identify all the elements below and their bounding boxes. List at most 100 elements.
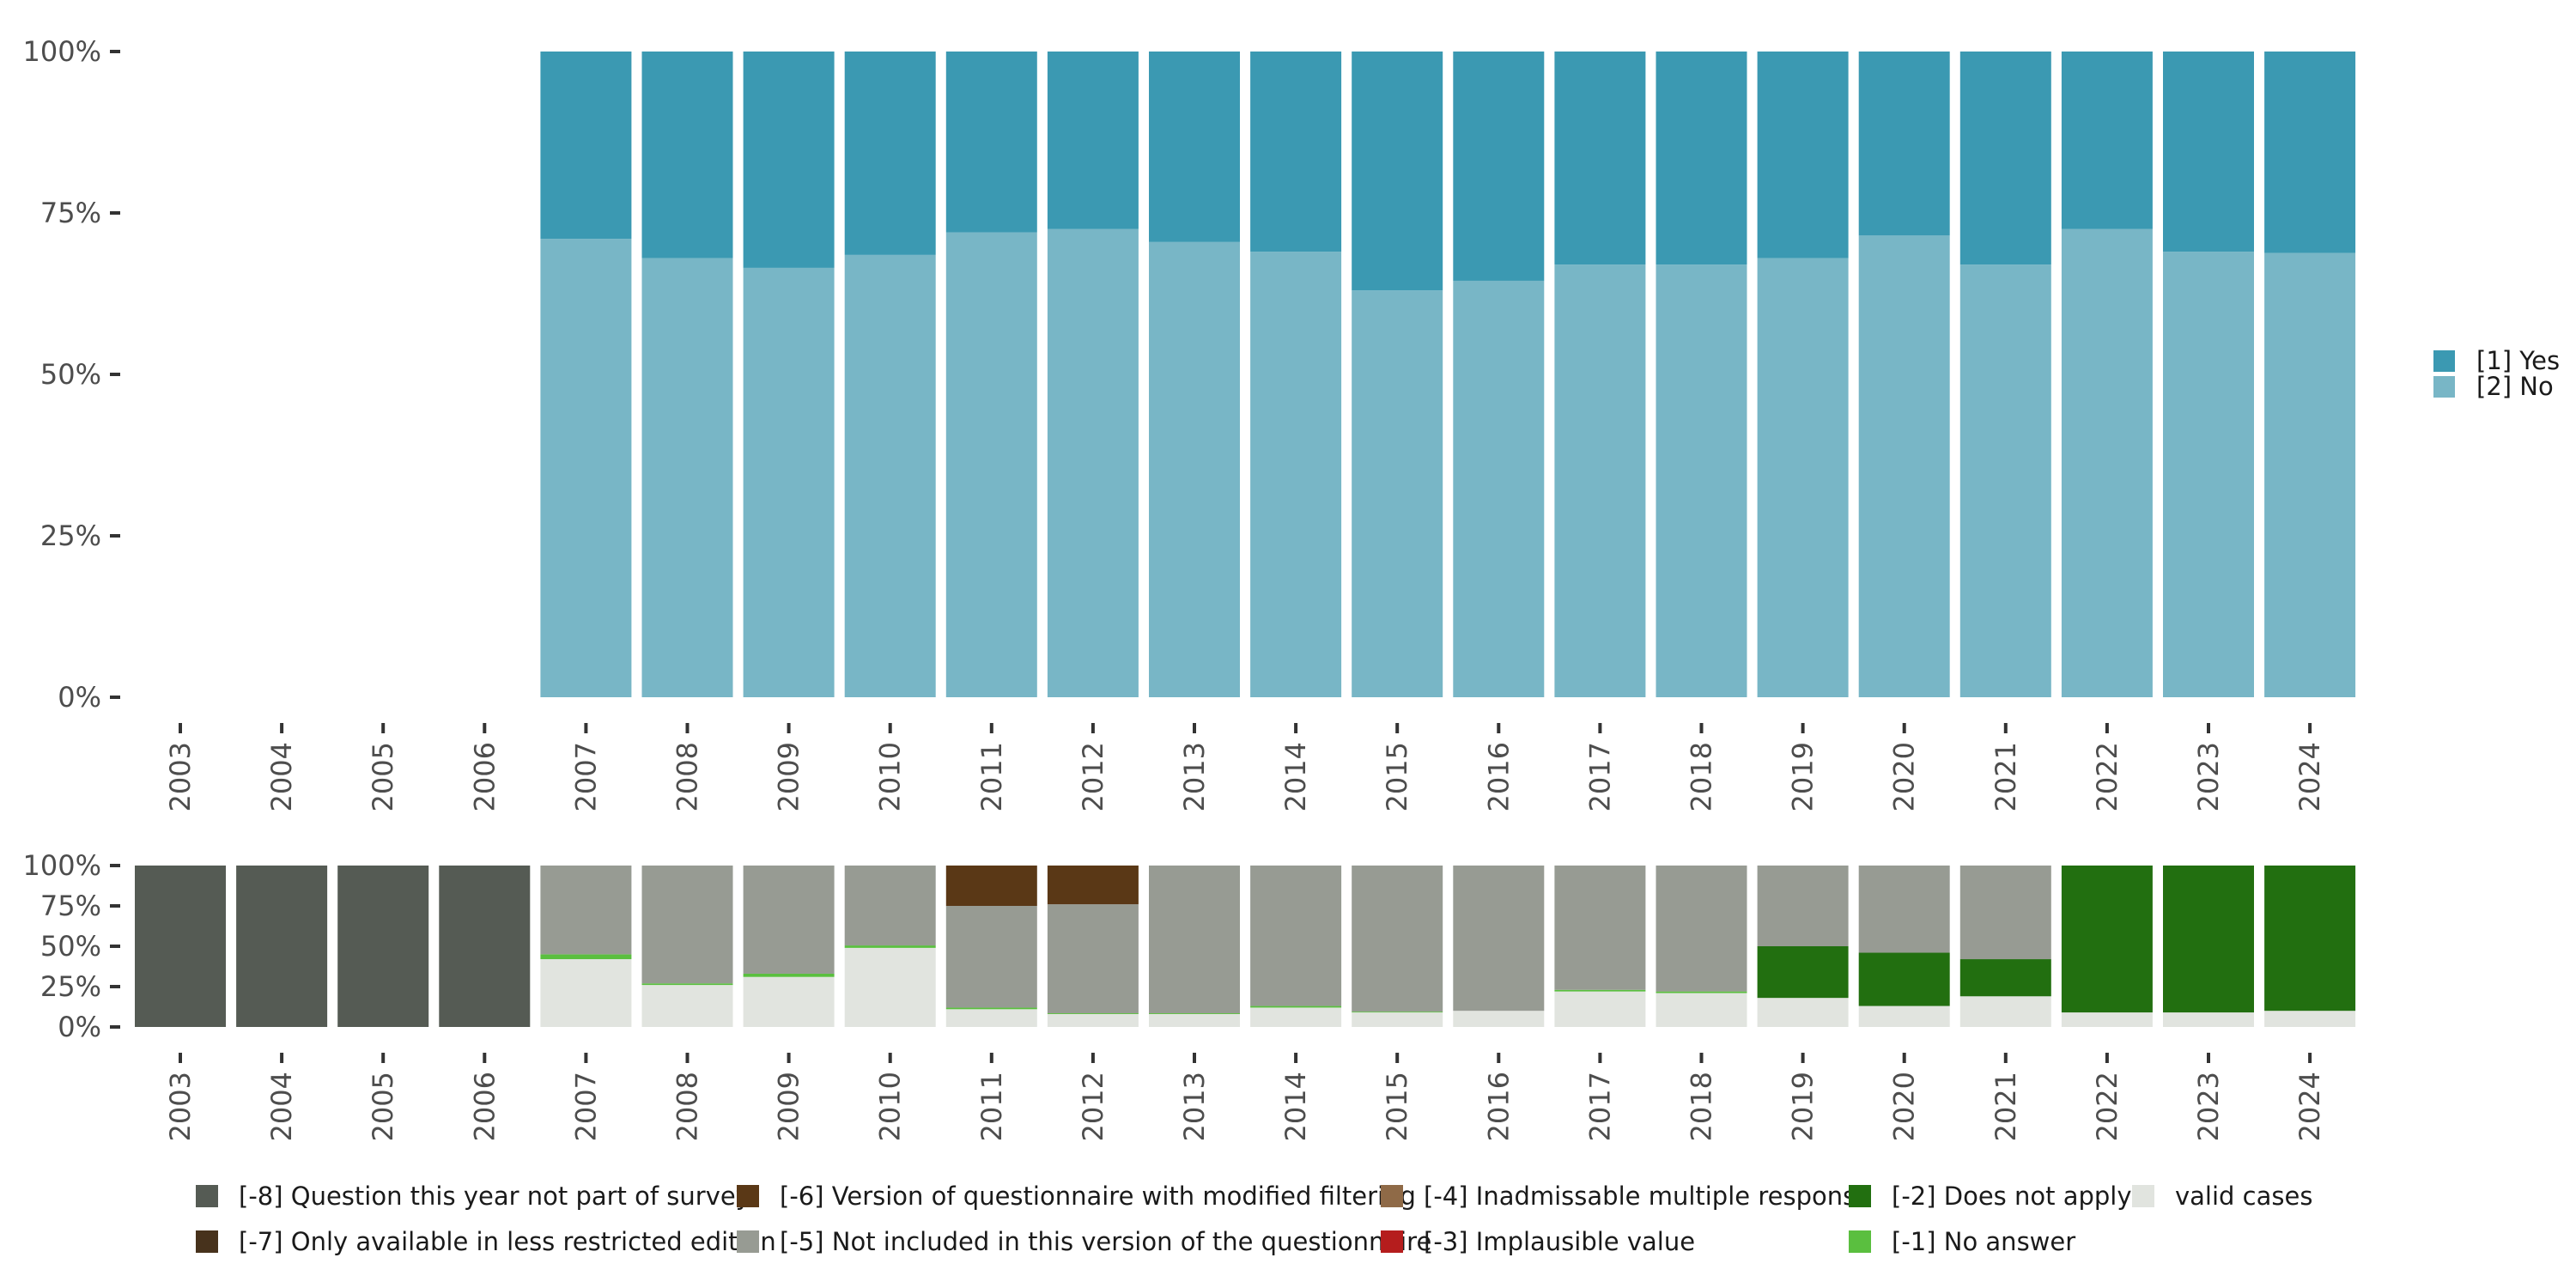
legend-swatch-4-inadmissable-multiple-response [1381, 1185, 1403, 1207]
top-x-tick-label: 2019 [1787, 742, 1820, 811]
top-x-tick-label: 2018 [1686, 742, 1718, 811]
legend-label-1-yes: [1] Yes [2476, 346, 2560, 375]
bottom-legend: [-8] Question this year not part of surv… [196, 1182, 2312, 1256]
bottom-x-tick-label: 2012 [1077, 1072, 1109, 1141]
bottom-bar-2010-1-no-answer [844, 945, 936, 948]
legend-swatch-2-does-not-apply [1849, 1185, 1871, 1207]
top-x-tick-label: 2016 [1482, 742, 1515, 811]
top-bar-2009-1-yes [743, 52, 835, 268]
bottom-bar-2013-5-not-included-in-this-version-of-the-questionnaire [1149, 866, 1240, 1014]
bottom-bar-2021-5-not-included-in-this-version-of-the-questionnaire [1959, 866, 2051, 960]
legend-label-3-implausible-value: [-3] Implausible value [1424, 1227, 1695, 1256]
top-bar-2020-2-no [1858, 235, 1950, 697]
bottom-bar-2013-1-no-answer [1149, 1013, 1240, 1014]
bottom-y-tick-label: 50% [40, 930, 101, 963]
top-x-tick-label: 2010 [874, 742, 907, 811]
bottom-y-tick-label: 25% [40, 970, 101, 1003]
bottom-bar-2019-2-does-not-apply [1757, 946, 1849, 999]
legend-swatch-valid-cases [2132, 1185, 2154, 1207]
top-y-tick-label: 25% [40, 519, 101, 552]
bottom-x-tick-label: 2008 [671, 1072, 704, 1141]
bottom-x-tick-label: 2014 [1279, 1072, 1312, 1141]
top-x-tick-label: 2006 [468, 742, 501, 811]
bottom-bar-2018-valid-cases [1656, 993, 1747, 1027]
top-y-tick-label: 0% [58, 681, 101, 714]
top-x-tick-label: 2008 [671, 742, 704, 811]
top-bar-2011-1-yes [945, 52, 1037, 233]
top-bar-2022-1-yes [2061, 52, 2153, 229]
bottom-bar-2008-5-not-included-in-this-version-of-the-questionnaire [641, 866, 733, 984]
legend-label-valid-cases: valid cases [2175, 1182, 2312, 1211]
top-bar-2008-1-yes [641, 52, 733, 258]
top-bar-2009-2-no [743, 267, 835, 697]
legend-label-4-inadmissable-multiple-response: [-4] Inadmissable multiple response [1424, 1182, 1871, 1211]
bottom-bar-2021-2-does-not-apply [1959, 959, 2051, 997]
bottom-bar-2022-2-does-not-apply [2061, 866, 2153, 1013]
top-bar-2013-1-yes [1149, 52, 1240, 242]
bottom-bar-2021-valid-cases [1959, 996, 2051, 1027]
bottom-bar-2019-valid-cases [1757, 998, 1849, 1027]
bottom-bar-2006-8-question-this-year-not-part-of-survey [439, 866, 531, 1027]
bottom-y-tick-label: 100% [23, 849, 101, 882]
bottom-bar-2007-5-not-included-in-this-version-of-the-questionnaire [540, 866, 632, 955]
top-bar-2023-1-yes [2163, 52, 2254, 252]
bottom-bar-2016-valid-cases [1453, 1011, 1545, 1027]
bottom-bar-2003-8-question-this-year-not-part-of-survey [135, 866, 226, 1027]
top-bar-2018-2-no [1656, 264, 1747, 697]
bottom-bar-2012-6-version-of-questionnaire-with-modified-filtering [1047, 866, 1139, 905]
bottom-bar-2007-1-no-answer [540, 954, 632, 960]
top-x-tick-label: 2003 [164, 742, 197, 811]
top-bar-2020-1-yes [1858, 52, 1950, 236]
top-bar-2018-1-yes [1656, 52, 1747, 265]
bottom-bar-2012-5-not-included-in-this-version-of-the-questionnaire [1047, 904, 1139, 1014]
bottom-bar-2014-valid-cases [1250, 1007, 1342, 1027]
top-x-tick-label: 2020 [1888, 742, 1921, 811]
top-bar-2024-2-no [2264, 252, 2356, 697]
top-bar-2016-2-no [1453, 280, 1545, 697]
bottom-bar-2004-8-question-this-year-not-part-of-survey [236, 866, 328, 1027]
bottom-x-tick-label: 2021 [1990, 1072, 2022, 1141]
bottom-x-tick-label: 2011 [975, 1072, 1008, 1141]
bottom-bar-2008-valid-cases [641, 985, 733, 1027]
top-bar-2008-2-no [641, 258, 733, 697]
bottom-bar-2018-5-not-included-in-this-version-of-the-questionnaire [1656, 866, 1747, 992]
legend-swatch-8-question-this-year-not-part-of-survey [196, 1185, 218, 1207]
top-x-tick-label: 2007 [569, 742, 602, 811]
top-x-tick-label: 2023 [2192, 742, 2225, 811]
bottom-bar-2013-valid-cases [1149, 1013, 1240, 1027]
bottom-x-tick-label: 2016 [1482, 1072, 1515, 1141]
bottom-x-tick-label: 2022 [2091, 1072, 2123, 1141]
bottom-x-tick-label: 2015 [1381, 1072, 1413, 1141]
bottom-bar-2010-5-not-included-in-this-version-of-the-questionnaire [844, 866, 936, 946]
top-x-tick-label: 2015 [1381, 742, 1413, 811]
top-legend: [1] Yes[2] No [2433, 346, 2560, 401]
top-bar-2007-2-no [540, 239, 632, 698]
bottom-bar-2020-valid-cases [1858, 1005, 1950, 1027]
top-x-tick-label: 2013 [1178, 742, 1211, 811]
top-x-tick-label: 2024 [2293, 742, 2326, 811]
bottom-bar-2015-5-not-included-in-this-version-of-the-questionnaire [1352, 866, 1443, 1012]
top-x-tick-label: 2014 [1279, 742, 1312, 811]
bottom-bar-2010-valid-cases [844, 947, 936, 1027]
bottom-x-tick-label: 2005 [367, 1072, 399, 1141]
bottom-bar-2017-1-no-answer [1554, 989, 1646, 992]
legend-swatch-5-not-included-in-this-version-of-the-questionnaire [737, 1230, 759, 1253]
bottom-bar-2011-6-version-of-questionnaire-with-modified-filtering [945, 866, 1037, 906]
bottom-x-tick-label: 2013 [1178, 1072, 1211, 1141]
top-bar-2007-1-yes [540, 52, 632, 240]
top-x-tick-label: 2005 [367, 742, 399, 811]
top-x-tick-label: 2011 [975, 742, 1008, 811]
top-bar-2019-2-no [1757, 258, 1849, 697]
legend-label-2-does-not-apply: [-2] Does not apply [1892, 1182, 2132, 1211]
top-x-tick-label: 2009 [773, 742, 805, 811]
top-bar-2024-1-yes [2264, 52, 2356, 253]
top-bar-2017-2-no [1554, 264, 1646, 697]
top-panel-answer-distribution: 0% 25% 50% 75% 100% 2003 2004 2005 2006 2007 2008 2… [23, 35, 2356, 811]
bottom-bar-2023-2-does-not-apply [2163, 866, 2254, 1013]
bottom-x-tick-label: 2003 [164, 1072, 197, 1141]
bottom-bar-2017-5-not-included-in-this-version-of-the-questionnaire [1554, 866, 1646, 990]
bottom-bar-2020-2-does-not-apply [1858, 952, 1950, 1006]
bottom-panel-missing-values: 0% 25% 50% 75% 100% 2003 2004 2005 2006 2007 2008 2… [23, 849, 2356, 1141]
bottom-x-tick-label: 2006 [468, 1072, 501, 1141]
